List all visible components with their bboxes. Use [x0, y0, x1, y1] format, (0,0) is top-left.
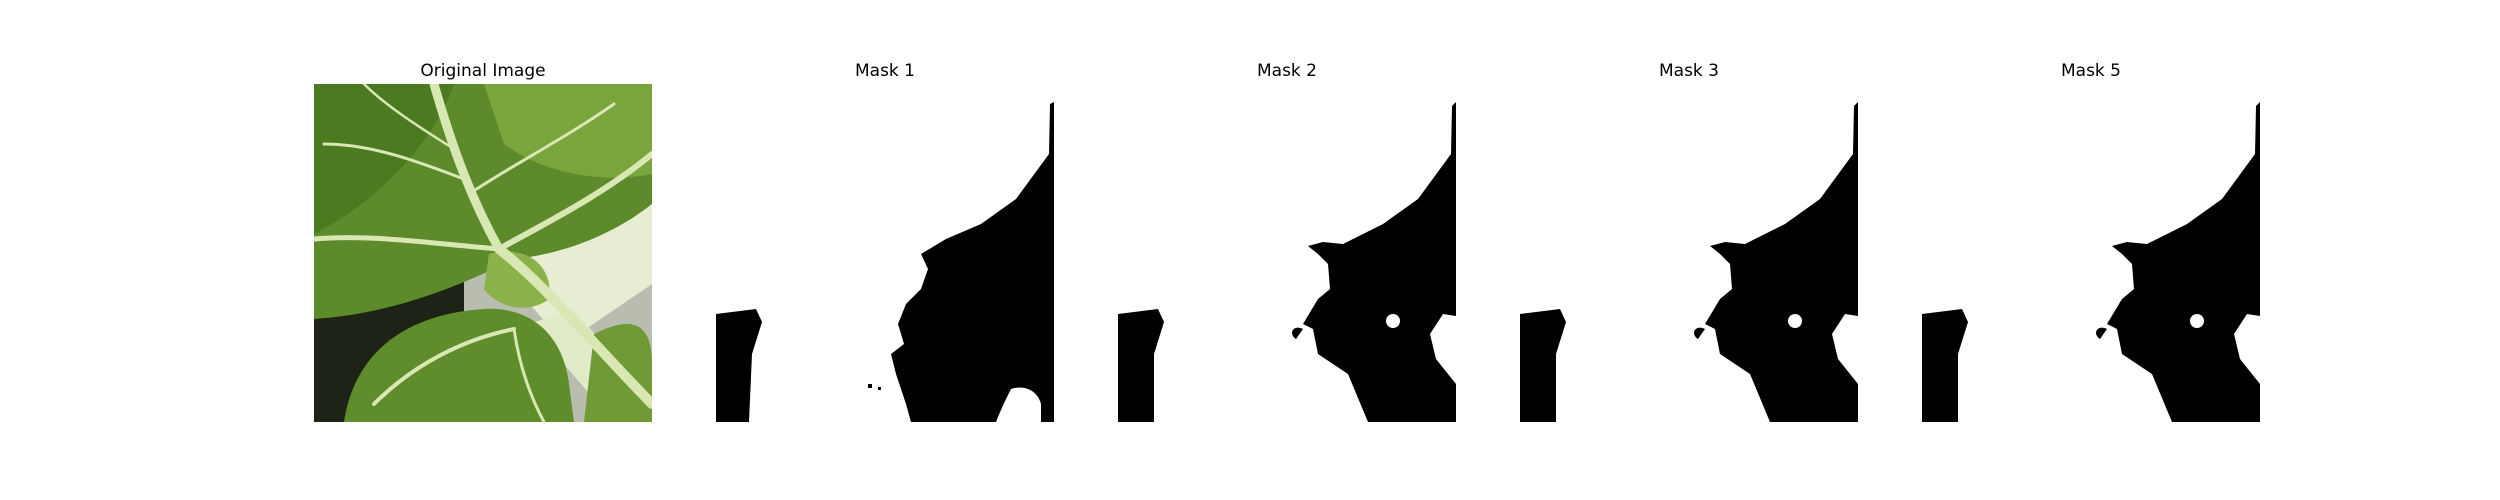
mask-1-image: [716, 84, 1054, 422]
panel-title: Original Image: [420, 61, 546, 81]
mask-5-image: [1922, 84, 2260, 422]
panel-original-image: Original Image: [314, 58, 652, 422]
panel-mask-5: Mask 5: [1922, 58, 2260, 422]
panel-mask-3: Mask 3: [1520, 58, 1858, 422]
mask-2-image: [1118, 84, 1456, 422]
mask-3-image: [1520, 84, 1858, 422]
panel-title: Mask 3: [1658, 61, 1719, 81]
original-photo: [314, 84, 652, 422]
panel-title: Mask 5: [2060, 61, 2121, 81]
panel-mask-2: Mask 2: [1118, 58, 1456, 422]
panel-title: Mask 2: [1256, 61, 1317, 81]
panel-mask-1: Mask 1: [716, 58, 1054, 422]
panel-title: Mask 1: [854, 61, 915, 81]
